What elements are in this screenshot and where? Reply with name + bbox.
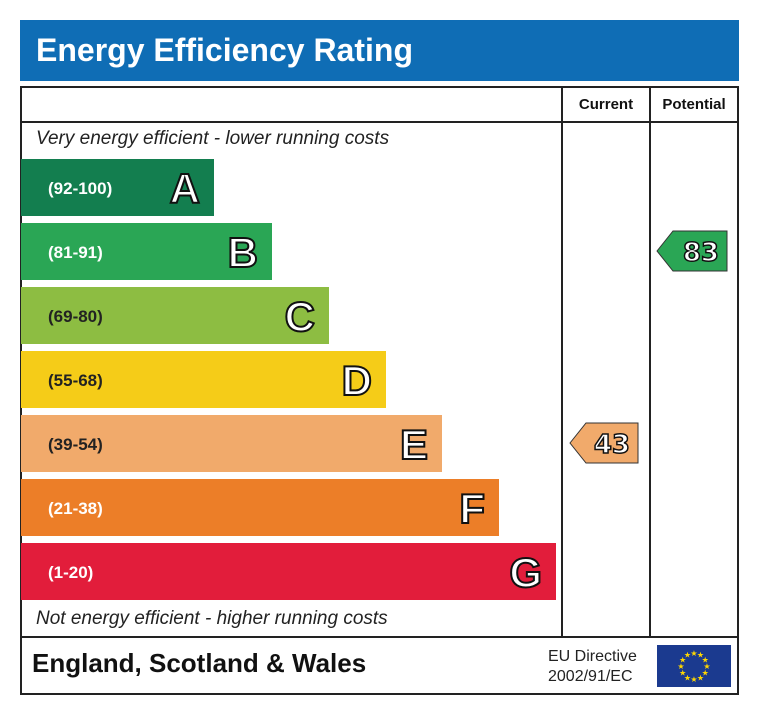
flag-star-icon: ★ (677, 662, 684, 671)
potential-column-header: Potential (662, 96, 726, 113)
band-bar-A (21, 159, 214, 216)
band-range-E: (39-54) (48, 435, 103, 454)
directive-line1: EU Directive (548, 648, 637, 665)
flag-star-icon: ★ (702, 669, 709, 678)
band-letter-A: A (170, 165, 200, 212)
band-letter-E: E (400, 421, 428, 468)
flag-star-icon: ★ (690, 675, 697, 684)
band-D: (55-68) D (21, 351, 386, 408)
current-rating-arrow-shape (569, 422, 639, 464)
band-range-F: (21-38) (48, 499, 103, 518)
flag-star-icon: ★ (697, 651, 704, 660)
band-bar-G (21, 543, 556, 600)
column-divider-potential (649, 86, 651, 637)
flag-star-icon: ★ (679, 656, 686, 665)
band-bar-E (21, 415, 442, 472)
band-bar-B (21, 223, 272, 280)
flag-star-icon: ★ (684, 651, 691, 660)
region-label: England, Scotland & Wales (32, 648, 367, 678)
flag-star-icon: ★ (697, 673, 704, 682)
current-column-header: Current (578, 96, 634, 113)
band-range-B: (81-91) (48, 243, 103, 262)
flag-star-icon: ★ (703, 662, 710, 671)
top-caption: Very energy efficient - lower running co… (36, 128, 390, 149)
header-divider (20, 121, 739, 123)
band-letter-B: B (228, 229, 258, 276)
band-range-D: (55-68) (48, 371, 103, 390)
flag-star-icon: ★ (702, 656, 709, 665)
potential-rating-arrow: 83 (656, 230, 728, 272)
eu-directive: EU Directive 2002/91/EC (548, 647, 637, 687)
band-range-C: (69-80) (48, 307, 103, 326)
flag-star-icon: ★ (679, 669, 686, 678)
band-bar-F (21, 479, 499, 536)
current-rating-arrow: 43 (569, 422, 639, 464)
band-G: (1-20) G (21, 543, 556, 600)
eu-flag-icon: ★ ★ ★ ★ ★ ★ ★ ★ ★ ★ ★ ★ (657, 645, 731, 687)
footer-divider (20, 636, 739, 638)
band-B: (81-91) B (21, 223, 272, 280)
band-letter-F: F (459, 485, 485, 532)
band-letter-C: C (285, 293, 315, 340)
current-rating-arrow-value: 43 (594, 430, 630, 460)
potential-rating-arrow-value: 83 (683, 238, 719, 268)
band-bar-D (21, 351, 386, 408)
band-letter-D: D (342, 357, 372, 404)
flag-star-icon: ★ (690, 649, 697, 658)
band-range-A: (92-100) (48, 179, 112, 198)
directive-line2: 2002/91/EC (548, 668, 633, 685)
column-divider-current (561, 86, 563, 637)
flag-star-icon: ★ (684, 673, 691, 682)
band-F: (21-38) F (21, 479, 499, 536)
page-title: Energy Efficiency Rating (20, 20, 739, 81)
band-A: (92-100) A (21, 159, 214, 216)
band-letter-G: G (509, 549, 542, 596)
band-C: (69-80) C (21, 287, 329, 344)
band-E: (39-54) E (21, 415, 442, 472)
band-bar-C (21, 287, 329, 344)
potential-rating-arrow-shape (656, 230, 728, 272)
band-range-G: (1-20) (48, 563, 93, 582)
bottom-caption: Not energy efficient - higher running co… (36, 608, 388, 629)
